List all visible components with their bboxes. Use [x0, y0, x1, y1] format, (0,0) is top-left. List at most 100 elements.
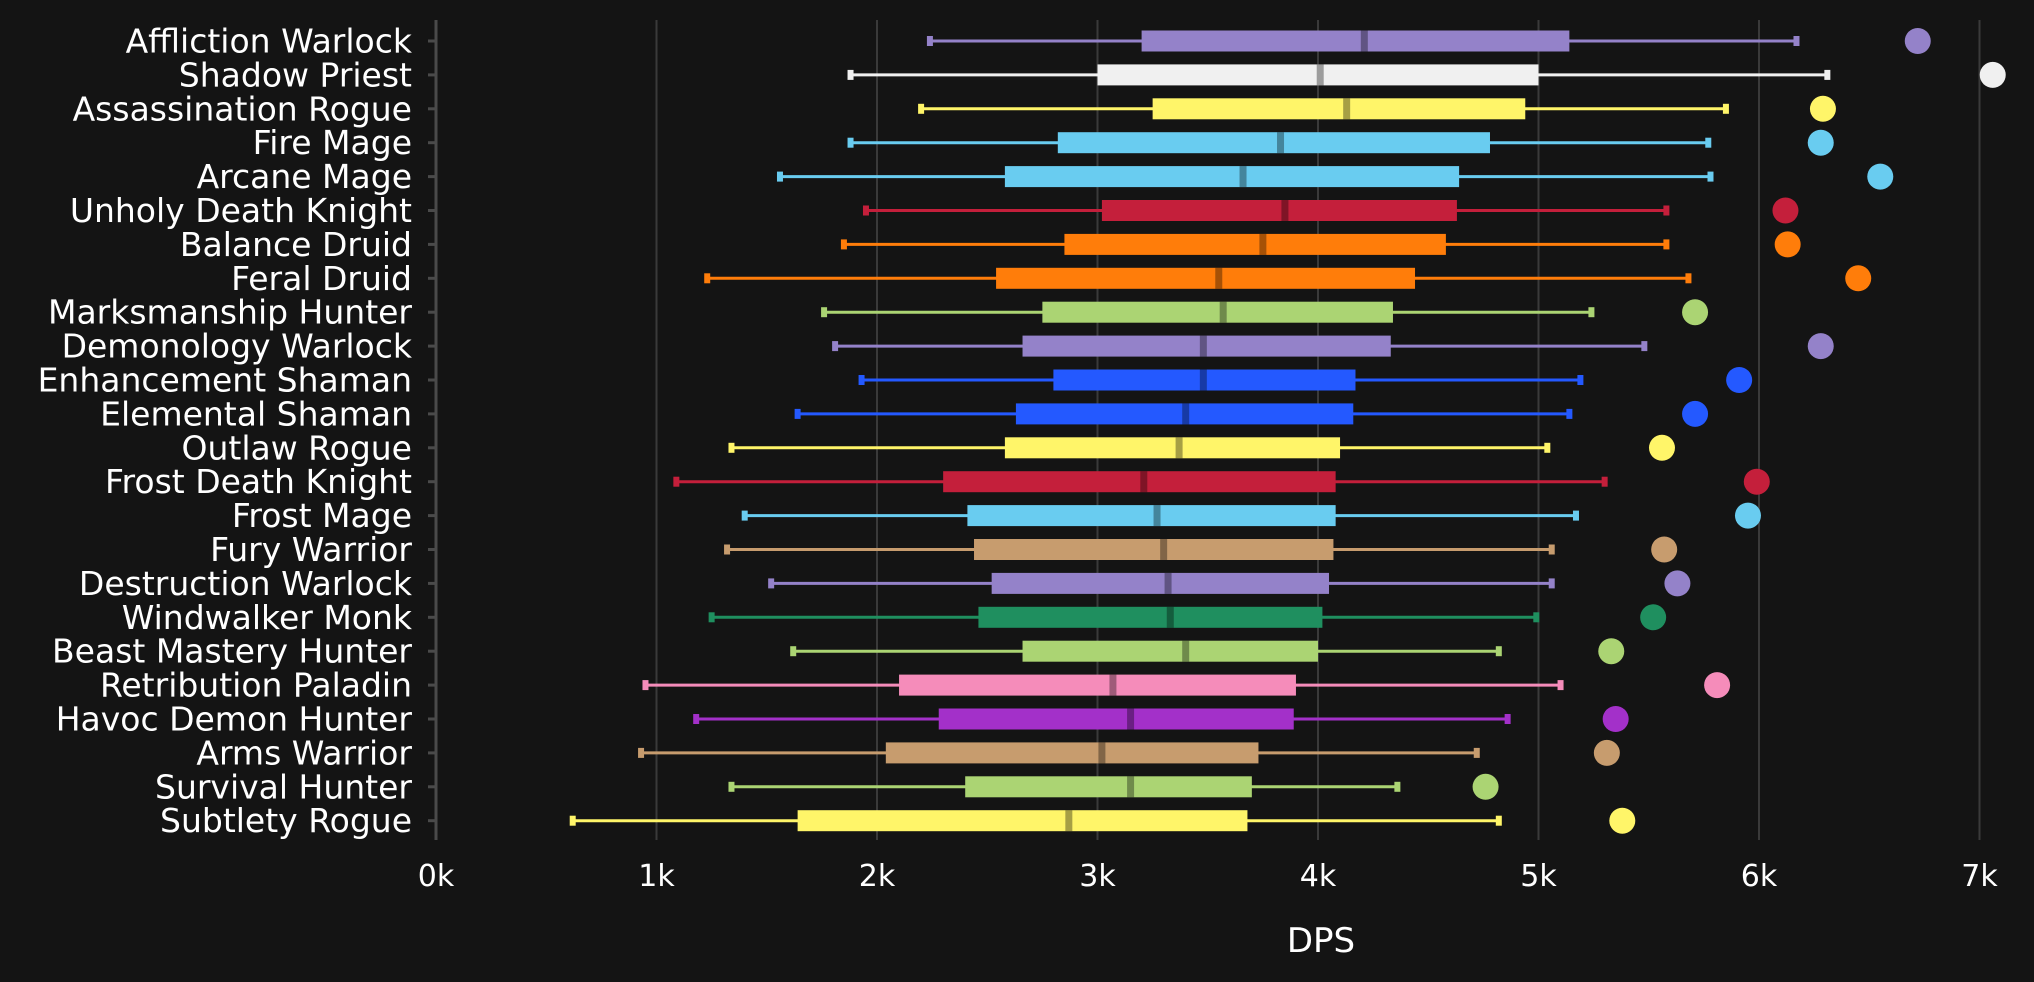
outlier-point	[1743, 468, 1770, 495]
outlier-point	[1904, 28, 1931, 54]
x-tick-label: 5k	[1520, 859, 1557, 894]
whisker-cap-max	[1641, 341, 1648, 352]
category-label-havoc-demon-hunter: Havoc Demon Hunter	[56, 700, 413, 739]
whisker-cap-min	[673, 476, 680, 487]
iqr-box	[885, 742, 1259, 764]
median-marker	[1160, 539, 1168, 560]
whisker-cap-max	[1722, 103, 1729, 114]
box-havoc-demon-hunter	[693, 706, 1629, 732]
median-marker	[1277, 132, 1285, 154]
outlier-point	[1472, 773, 1499, 800]
outlier-point	[1648, 434, 1675, 461]
iqr-box	[967, 505, 1336, 527]
box-elemental-shaman	[794, 400, 1709, 427]
x-axis-title: DPS	[1287, 921, 1355, 961]
median-marker	[1239, 166, 1247, 188]
category-label-fire-mage: Fire Mage	[253, 123, 412, 162]
iqr-box	[1064, 233, 1446, 255]
whisker-cap-min	[847, 69, 854, 80]
whisker-cap-min	[840, 239, 847, 250]
whisker-cap-max	[1495, 646, 1502, 657]
outlier-point	[1651, 536, 1678, 563]
whisker-cap-min	[776, 171, 783, 182]
iqr-box	[1152, 98, 1526, 120]
whisker-cap-min	[693, 714, 700, 724]
outlier-point	[1682, 299, 1709, 326]
whisker-cap-max	[1663, 205, 1670, 216]
whisker-cap-min	[862, 205, 869, 216]
category-label-arcane-mage: Arcane Mage	[197, 157, 412, 196]
box-affliction-warlock	[926, 28, 1931, 54]
iqr-box	[965, 776, 1252, 798]
iqr-box	[978, 606, 1323, 628]
box-subtlety-rogue	[569, 807, 1636, 834]
box-destruction-warlock	[768, 570, 1691, 597]
median-marker	[1140, 471, 1148, 493]
whisker-cap-max	[1557, 680, 1564, 691]
category-label-outlaw-rogue: Outlaw Rogue	[181, 428, 412, 467]
whisker-cap-min	[704, 273, 711, 284]
x-tick-label: 4k	[1300, 859, 1337, 894]
whisker-cap-min	[642, 680, 649, 691]
outlier-point	[1602, 706, 1629, 732]
iqr-box	[1042, 301, 1393, 323]
box-windwalker-monk	[708, 604, 1667, 631]
x-tick-label: 1k	[638, 859, 675, 894]
outlier-point	[1593, 739, 1620, 766]
category-label-elemental-shaman: Elemental Shaman	[100, 394, 412, 433]
whisker-cap-min	[858, 375, 865, 385]
category-label-retribution-paladin: Retribution Paladin	[100, 666, 412, 705]
whisker-cap-max	[1577, 375, 1584, 385]
whisker-cap-min	[794, 408, 801, 419]
box-marksmanship-hunter	[821, 299, 1709, 326]
outlier-point	[1809, 95, 1836, 122]
median-marker	[1166, 606, 1174, 628]
median-marker	[1065, 810, 1073, 832]
box-assassination-rogue	[918, 95, 1836, 122]
median-marker	[1175, 437, 1183, 459]
category-label-demonology-warlock: Demonology Warlock	[62, 327, 413, 366]
whisker-cap-max	[1572, 510, 1579, 521]
iqr-box	[996, 267, 1416, 289]
x-tick-label: 7k	[1961, 859, 1998, 894]
box-fury-warrior	[724, 536, 1678, 563]
iqr-box	[1022, 335, 1391, 357]
whisker-cap-max	[1824, 69, 1831, 80]
whisker-cap-min	[569, 815, 576, 826]
category-label-frost-mage: Frost Mage	[232, 496, 412, 535]
median-marker	[1098, 742, 1106, 764]
median-marker	[1164, 572, 1172, 594]
outlier-point	[1774, 231, 1801, 258]
box-unholy-death-knight	[862, 197, 1799, 224]
box-demonology-warlock	[832, 333, 1834, 360]
outlier-point	[1979, 61, 2006, 88]
box-frost-mage	[741, 502, 1761, 529]
whisker-cap-max	[1548, 544, 1555, 555]
category-label-survival-hunter: Survival Hunter	[155, 767, 412, 806]
box-enhancement-shaman	[858, 367, 1753, 393]
x-tick-label: 6k	[1741, 859, 1778, 894]
median-marker	[1215, 267, 1223, 289]
outlier-point	[1664, 570, 1691, 597]
outlier-point	[1704, 672, 1731, 699]
whisker-cap-min	[847, 137, 854, 148]
x-tick-label: 2k	[859, 859, 896, 894]
outlier-point	[1609, 807, 1636, 834]
median-marker	[1153, 505, 1161, 527]
iqr-box	[1053, 369, 1356, 391]
median-marker	[1343, 98, 1351, 120]
outlier-point	[1845, 265, 1872, 292]
whisker-cap-min	[790, 646, 797, 657]
category-label-subtlety-rogue: Subtlety Rogue	[160, 801, 412, 840]
iqr-box	[1004, 166, 1460, 188]
whisker-cap-min	[728, 781, 735, 792]
category-label-shadow-priest: Shadow Priest	[179, 55, 412, 94]
median-marker	[1127, 708, 1135, 730]
box-shadow-priest	[847, 61, 2006, 88]
whisker-cap-max	[1793, 36, 1800, 46]
median-marker	[1182, 640, 1190, 662]
median-marker	[1316, 64, 1324, 86]
iqr-box	[899, 674, 1296, 696]
outlier-point	[1726, 367, 1753, 393]
